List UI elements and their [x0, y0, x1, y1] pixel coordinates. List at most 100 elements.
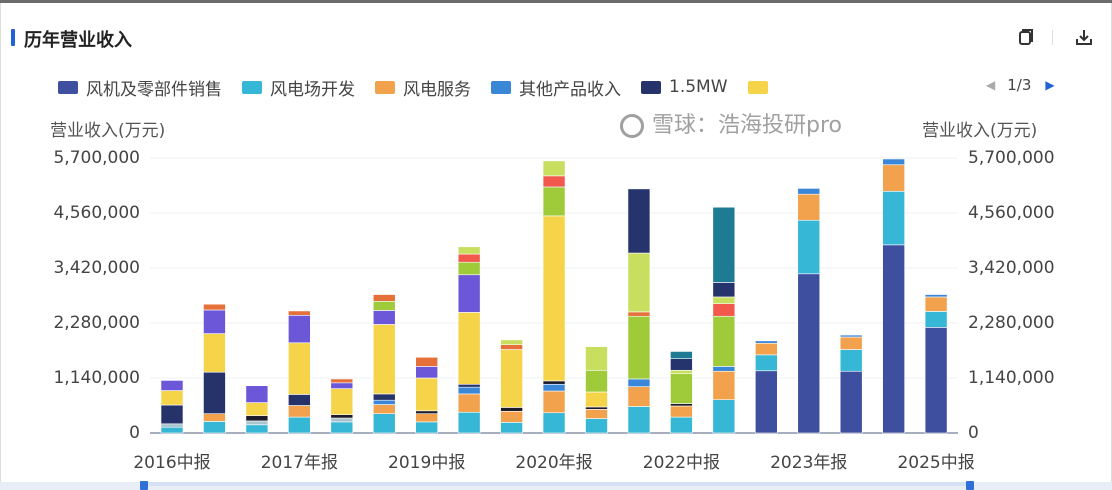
bar-2020年报[interactable] — [542, 160, 566, 434]
bar-2022中报[interactable] — [670, 351, 693, 434]
zoom-slider-handle-left[interactable] — [140, 481, 148, 490]
zoom-slider-track[interactable] — [0, 482, 1112, 490]
bar-segment-series-8[interactable] — [372, 310, 396, 325]
bar-segment-series-1[interactable] — [627, 406, 651, 434]
bar-segment-series-13[interactable] — [670, 358, 693, 371]
bar-segment-series-5[interactable] — [542, 380, 566, 385]
bar-segment-series-6[interactable] — [372, 393, 396, 401]
bar-segment-series-1[interactable] — [457, 411, 481, 434]
bar-2018年报[interactable] — [372, 294, 396, 434]
bar-segment-series-3[interactable] — [245, 420, 269, 426]
bar-segment-series-4[interactable] — [542, 383, 566, 392]
bar-2024中报[interactable] — [839, 334, 863, 434]
bar-2019年报[interactable] — [457, 246, 481, 434]
bar-segment-series-9[interactable] — [457, 261, 481, 276]
bar-segment-series-7[interactable] — [415, 377, 439, 412]
bar-segment-series-1[interactable] — [245, 424, 269, 434]
bar-2017中报[interactable] — [245, 385, 269, 434]
bar-segment-series-7[interactable] — [542, 215, 566, 382]
bar-segment-series-10[interactable] — [500, 344, 523, 350]
bar-segment-series-9[interactable] — [712, 315, 736, 367]
bar-segment-series-2[interactable] — [457, 393, 481, 413]
bar-2017年报[interactable] — [288, 310, 311, 434]
bar-segment-series-14[interactable] — [712, 206, 736, 283]
bar-segment-series-10[interactable] — [288, 310, 311, 316]
bar-segment-series-8[interactable] — [415, 366, 439, 379]
bar-2023中报[interactable] — [754, 340, 778, 434]
bar-segment-series-9[interactable] — [627, 315, 651, 380]
bar-segment-series-1[interactable] — [924, 311, 948, 328]
bar-2022年报[interactable] — [712, 206, 736, 434]
bar-segment-series-12[interactable] — [712, 296, 736, 305]
bar-segment-series-8[interactable] — [330, 382, 354, 389]
bar-segment-series-4[interactable] — [839, 334, 863, 338]
bar-segment-series-13[interactable] — [712, 282, 736, 298]
bar-segment-series-6[interactable] — [160, 404, 184, 425]
bar-segment-series-4[interactable] — [797, 188, 821, 195]
bar-segment-series-7[interactable] — [288, 342, 311, 395]
bar-segment-series-7[interactable] — [457, 312, 481, 385]
bar-segment-series-0[interactable] — [839, 370, 863, 434]
bar-segment-series-12[interactable] — [542, 160, 566, 177]
bar-segment-series-12[interactable] — [457, 246, 481, 255]
bar-segment-series-7[interactable] — [203, 333, 226, 373]
bar-segment-series-7[interactable] — [160, 390, 184, 406]
bar-segment-series-11[interactable] — [457, 253, 481, 263]
bar-segment-series-1[interactable] — [882, 190, 905, 246]
bar-segment-series-4[interactable] — [882, 158, 905, 166]
bar-segment-series-2[interactable] — [203, 413, 226, 422]
zoom-slider-handle-right[interactable] — [966, 481, 974, 490]
bar-segment-series-12[interactable] — [670, 369, 693, 374]
legend-item-wind-service[interactable]: 风电服务 — [375, 75, 471, 100]
bar-2016年报[interactable] — [203, 303, 226, 434]
bar-segment-series-4[interactable] — [924, 294, 948, 298]
bar-segment-series-5[interactable] — [670, 403, 693, 407]
bar-segment-series-7[interactable] — [245, 402, 269, 416]
copy-icon[interactable] — [1015, 26, 1037, 48]
bar-segment-series-1[interactable] — [372, 413, 396, 434]
bar-segment-series-1[interactable] — [288, 416, 311, 434]
bar-segment-series-8[interactable] — [245, 385, 269, 403]
legend-item-turbine-sales[interactable]: 风机及零部件销售 — [58, 75, 222, 100]
bar-segment-series-10[interactable] — [372, 294, 396, 302]
legend-next-icon[interactable]: ▶ — [1045, 78, 1055, 92]
bar-segment-series-1[interactable] — [585, 418, 608, 434]
bar-segment-series-2[interactable] — [839, 336, 863, 350]
bar-segment-series-5[interactable] — [585, 406, 608, 410]
bar-2016中报[interactable] — [160, 380, 184, 434]
bar-segment-series-6[interactable] — [203, 371, 226, 415]
bar-segment-series-1[interactable] — [415, 421, 439, 434]
bar-2021中报[interactable] — [585, 346, 608, 434]
bar-segment-series-6[interactable] — [288, 394, 311, 406]
bar-segment-series-8[interactable] — [457, 274, 481, 313]
bar-segment-series-9[interactable] — [585, 369, 608, 393]
bar-segment-series-1[interactable] — [542, 412, 566, 434]
bar-segment-series-13[interactable] — [627, 188, 651, 254]
bar-segment-series-1[interactable] — [203, 421, 226, 434]
bar-segment-series-2[interactable] — [797, 193, 821, 221]
bar-segment-series-7[interactable] — [330, 388, 354, 415]
bar-segment-series-10[interactable] — [627, 311, 651, 317]
download-icon[interactable] — [1073, 26, 1095, 48]
bar-segment-series-9[interactable] — [372, 300, 396, 311]
bar-segment-series-4[interactable] — [457, 386, 481, 395]
bar-segment-series-12[interactable] — [627, 252, 651, 313]
bar-segment-series-2[interactable] — [924, 296, 948, 312]
zoom-slider-range[interactable] — [145, 482, 970, 486]
bar-segment-series-2[interactable] — [372, 404, 396, 415]
bar-segment-series-2[interactable] — [712, 370, 736, 401]
bar-segment-series-4[interactable] — [712, 366, 736, 372]
bar-segment-series-2[interactable] — [882, 164, 905, 192]
bar-segment-series-5[interactable] — [330, 414, 354, 419]
bar-segment-series-4[interactable] — [754, 340, 778, 344]
bar-segment-series-0[interactable] — [924, 327, 948, 434]
bar-segment-series-0[interactable] — [797, 273, 821, 434]
bar-segment-series-2[interactable] — [542, 390, 566, 414]
legend-item-1-5mw[interactable]: 1.5MW — [641, 77, 728, 97]
bar-segment-series-7[interactable] — [500, 349, 523, 408]
bar-segment-series-1[interactable] — [500, 422, 523, 434]
bar-segment-series-2[interactable] — [585, 409, 608, 419]
legend-item-windfarm-dev[interactable]: 风电场开发 — [242, 75, 355, 100]
bar-segment-series-5[interactable] — [500, 407, 523, 412]
bar-segment-series-12[interactable] — [500, 339, 523, 346]
